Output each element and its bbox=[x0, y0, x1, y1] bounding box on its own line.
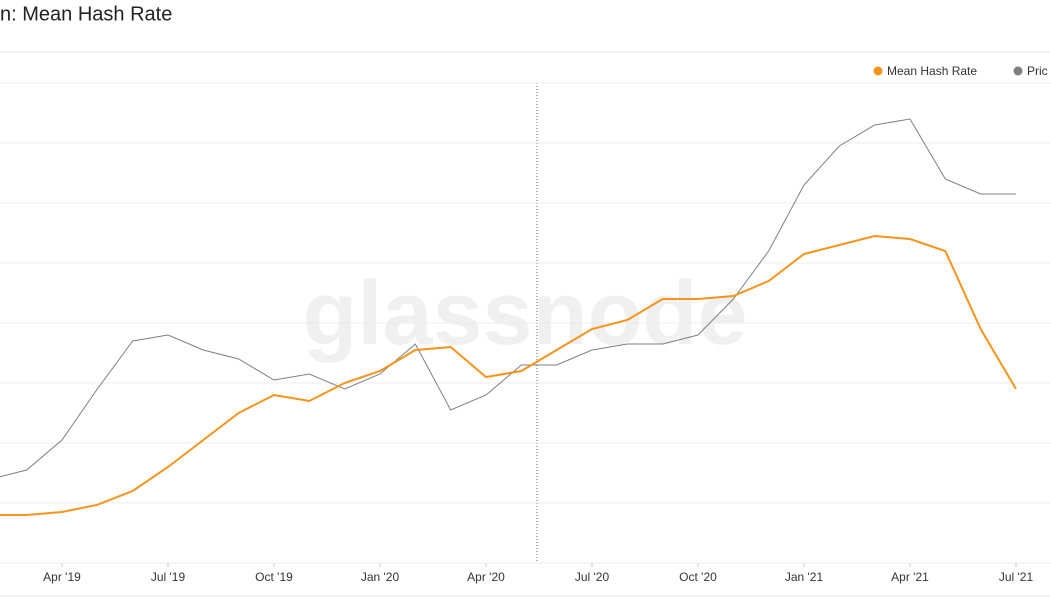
x-tick-label: Apr '21 bbox=[891, 570, 929, 584]
x-tick-label: Apr '19 bbox=[43, 570, 81, 584]
legend-label: Pric bbox=[1027, 64, 1048, 78]
legend-marker bbox=[1013, 66, 1023, 76]
watermark: glassnode bbox=[302, 264, 747, 364]
x-tick-label: Oct '19 bbox=[255, 570, 293, 584]
legend-label: Mean Hash Rate bbox=[887, 64, 977, 78]
x-tick-label: Jul '19 bbox=[151, 570, 186, 584]
legend-marker bbox=[873, 66, 883, 76]
series-line bbox=[0, 234, 1017, 516]
x-tick-label: Jul '20 bbox=[575, 570, 610, 584]
series-line bbox=[0, 118, 1016, 478]
x-tick-label: Apr '20 bbox=[467, 570, 505, 584]
x-tick-label: Oct '20 bbox=[679, 570, 717, 584]
chart-title: n: Mean Hash Rate bbox=[0, 3, 172, 25]
x-tick-label: Jan '20 bbox=[361, 570, 400, 584]
x-tick-label: Jul '21 bbox=[999, 570, 1034, 584]
x-tick-label: Jan '21 bbox=[785, 570, 824, 584]
plot-area bbox=[0, 118, 1017, 516]
